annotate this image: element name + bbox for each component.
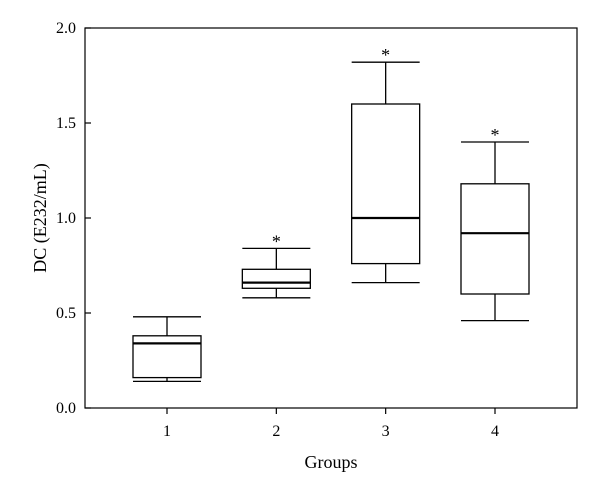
- boxes-layer: * * *: [132, 45, 530, 383]
- box-iqr: [241, 268, 311, 289]
- x-tick-label: 1: [163, 423, 171, 440]
- significance-marker: *: [381, 45, 390, 65]
- box-iqr: [132, 335, 202, 379]
- y-tick-label: 2.0: [56, 20, 76, 37]
- box-group-4: *: [460, 125, 530, 322]
- x-tick-label: 3: [382, 423, 390, 440]
- significance-marker: *: [272, 231, 281, 251]
- y-axis: 0.0 0.5 1.0 1.5 2.0: [56, 20, 91, 417]
- y-tick-label: 1.0: [56, 210, 76, 227]
- x-axis-title: Groups: [305, 452, 358, 472]
- significance-marker: *: [491, 125, 500, 145]
- box-iqr: [460, 183, 530, 295]
- y-tick-label: 0.5: [56, 305, 76, 322]
- y-tick-label: 0.0: [56, 400, 76, 417]
- box-iqr: [351, 103, 421, 265]
- x-tick-label: 2: [272, 423, 280, 440]
- x-axis: 1 2 3 4: [163, 408, 499, 440]
- x-tick-label: 4: [491, 423, 499, 440]
- box-group-3: *: [351, 45, 421, 284]
- box-group-2: *: [241, 231, 311, 299]
- y-axis-title: DC (E232/mL): [30, 163, 51, 273]
- box-group-1: [132, 316, 202, 383]
- y-tick-label: 1.5: [56, 115, 76, 132]
